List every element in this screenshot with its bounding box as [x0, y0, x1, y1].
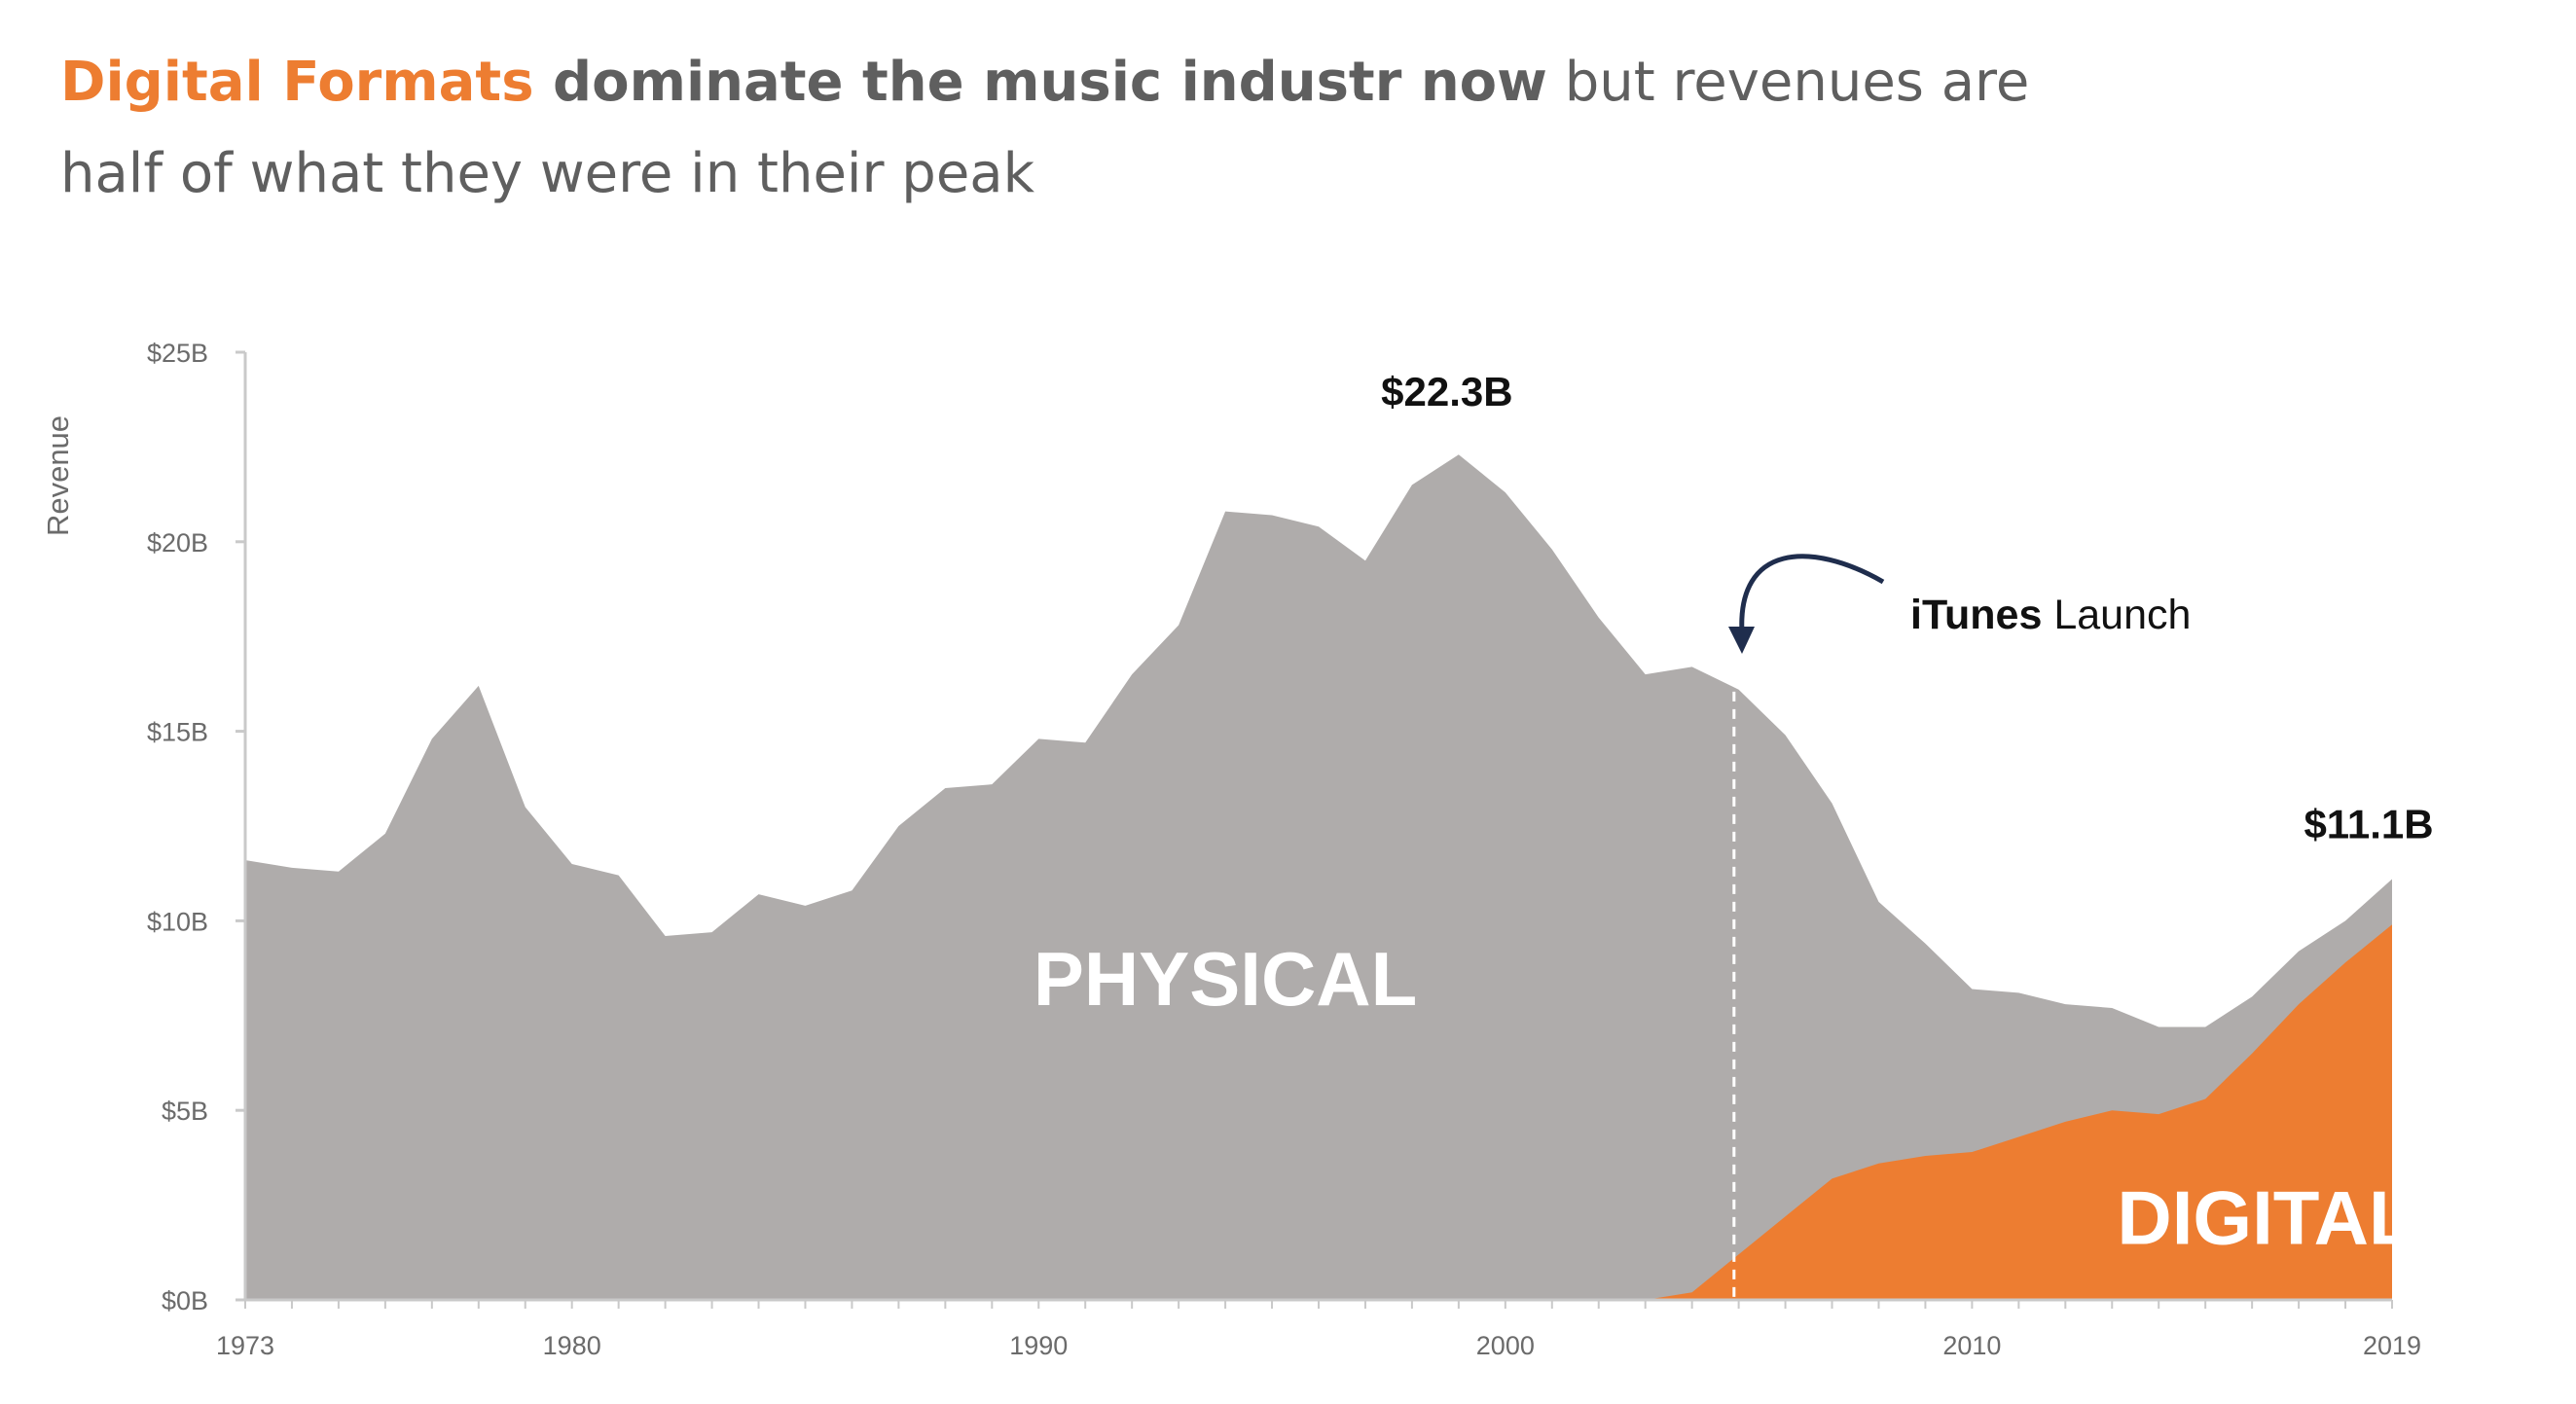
area-layer	[245, 454, 2392, 1300]
x-tick-label: 1980	[543, 1331, 601, 1360]
y-tick-label: $10B	[147, 907, 208, 936]
x-tick-label: 2000	[1476, 1331, 1535, 1360]
chart-headline: Digital Formats dominate the music indus…	[60, 37, 2493, 220]
physical-area	[245, 454, 2392, 1300]
headline-line2: half of what they were in their peak	[60, 142, 1035, 205]
x-tick-label: 2010	[1942, 1331, 2001, 1360]
y-tick-label: $25B	[147, 339, 208, 368]
headline-accent: Digital Formats	[60, 51, 534, 114]
itunes-launch-label: iTunes Launch	[1910, 592, 2191, 638]
itunes-arrowhead	[1728, 627, 1755, 654]
y-tick-label: $0B	[162, 1286, 208, 1315]
itunes-label-rest: Launch	[2042, 592, 2191, 638]
y-axis-title: Revenue	[41, 415, 75, 536]
digital-area	[1645, 924, 2392, 1300]
itunes-arrow-curve	[1739, 554, 1885, 633]
x-tick-label: 2019	[2363, 1331, 2421, 1360]
annotations-layer: PHYSICAL DIGITAL $22.3B $11.1B iTunes Launch	[1034, 369, 2434, 1300]
x-tick-label: 1990	[1009, 1331, 1068, 1360]
area-label-digital: DIGITAL	[2117, 1174, 2414, 1260]
y-tick-label: $15B	[147, 718, 208, 747]
y-tick-label: $5B	[162, 1097, 208, 1126]
axes: $0B $5B $10B $15B $20B $25B 1973 1980 1990 2000 20…	[41, 339, 2421, 1360]
itunes-label-bold: iTunes	[1910, 592, 2042, 638]
y-tick-label: $20B	[147, 528, 208, 558]
latest-value-label: $11.1B	[2304, 802, 2433, 847]
headline-strong: dominate the music industr now	[533, 51, 1547, 114]
peak-value-label: $22.3B	[1381, 369, 1512, 414]
x-tick-label: 1973	[216, 1331, 274, 1360]
headline-rest: but revenues are	[1546, 51, 2030, 114]
area-label-physical: PHYSICAL	[1034, 936, 1417, 1022]
